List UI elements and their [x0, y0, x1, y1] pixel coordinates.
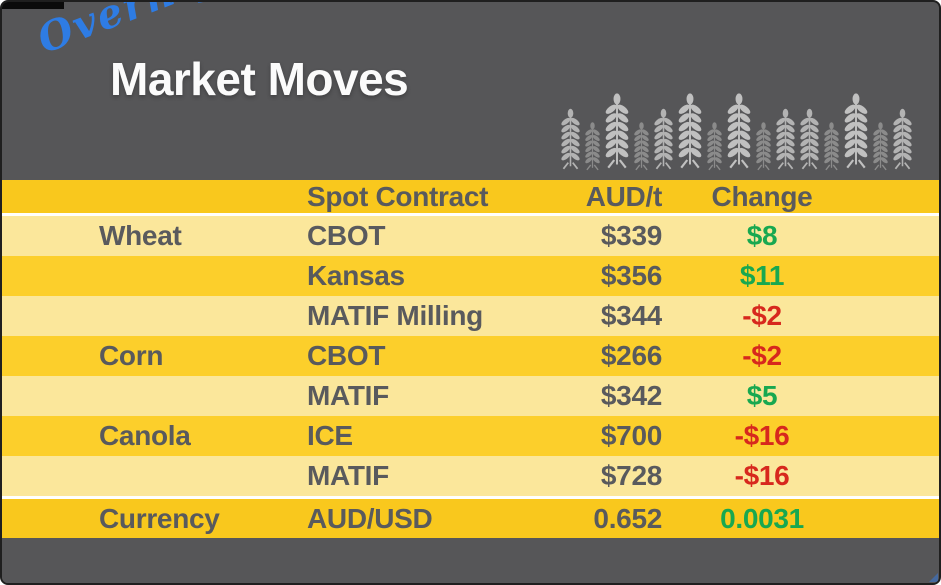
table-header-row: Spot Contract AUD/t Change: [2, 180, 939, 216]
wheat-icon: [633, 122, 650, 172]
change-cell: $5: [746, 380, 778, 411]
contract-cell: ICE: [307, 420, 353, 451]
change-cell: -$16: [734, 460, 790, 491]
blue-corner-mark: [929, 573, 938, 582]
change-cell: -$16: [734, 420, 790, 451]
table-row: Corn CBOT $266 -$2: [2, 336, 939, 376]
top-left-black-tab: [2, 2, 64, 9]
price-cell: $339: [600, 220, 662, 251]
change-cell: -$2: [742, 340, 782, 371]
category-cell: Corn: [99, 340, 164, 371]
market-table: Spot Contract AUD/t Change Wheat CBOT $3…: [2, 180, 939, 538]
wheat-icon: [799, 108, 820, 172]
wheat-icon: [872, 122, 889, 172]
table-row: Canola ICE $700 -$16: [2, 416, 939, 456]
wheat-icon: [584, 122, 601, 172]
change-cell: -$2: [742, 300, 782, 331]
wheat-icon: [560, 108, 581, 172]
contract-cell: Kansas: [307, 260, 405, 291]
table-row: MATIF $342 $5: [2, 376, 939, 416]
wheat-icon: [726, 92, 752, 172]
wheat-icon: [755, 122, 772, 172]
contract-cell: MATIF: [307, 460, 389, 491]
change-cell: 0.0031: [720, 502, 804, 534]
price-cell: $700: [600, 420, 662, 451]
contract-cell: MATIF Milling: [307, 300, 483, 331]
wheat-icon-row: [560, 90, 913, 172]
header: Overnight Market Moves: [2, 2, 939, 180]
price-cell: $266: [600, 340, 662, 371]
change-cell: $11: [739, 260, 785, 291]
wheat-icon: [677, 92, 703, 172]
table-row: Wheat CBOT $339 $8: [2, 216, 939, 256]
col-header-change: Change: [711, 180, 813, 212]
price-cell: $342: [600, 380, 662, 411]
wheat-icon: [843, 92, 869, 172]
col-header-price: AUD/t: [585, 180, 662, 212]
col-header-contract: Spot Contract: [307, 180, 489, 212]
table-row-currency: Currency AUD/USD 0.652 0.0031: [2, 496, 939, 538]
contract-cell: CBOT: [307, 340, 386, 371]
contract-cell: AUD/USD: [307, 502, 433, 534]
wheat-icon: [892, 108, 913, 172]
contract-cell: CBOT: [307, 220, 386, 251]
wheat-icon: [604, 92, 630, 172]
table-row: MATIF Milling $344 -$2: [2, 296, 939, 336]
change-cell: $8: [746, 220, 778, 251]
wheat-icon: [706, 122, 723, 172]
price-cell: $356: [600, 260, 662, 291]
page-title: Market Moves: [110, 53, 409, 105]
footer-bar: [2, 543, 939, 583]
table-row: MATIF $728 -$16: [2, 456, 939, 496]
wheat-icon: [775, 108, 796, 172]
contract-cell: MATIF: [307, 380, 389, 411]
category-cell: Canola: [99, 420, 191, 451]
category-cell: Wheat: [99, 220, 182, 251]
table-row: Kansas $356 $11: [2, 256, 939, 296]
price-cell: 0.652: [593, 502, 662, 534]
wheat-icon: [653, 108, 674, 172]
wheat-icon: [823, 122, 840, 172]
price-cell: $344: [600, 300, 662, 331]
category-cell: Currency: [99, 502, 220, 534]
price-cell: $728: [600, 460, 662, 491]
